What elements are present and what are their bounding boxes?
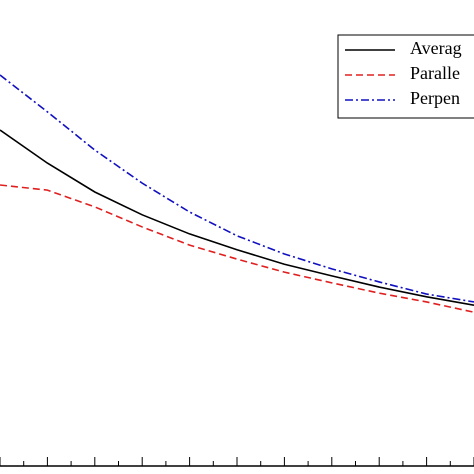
legend-label: Averag xyxy=(410,38,462,58)
line-series xyxy=(0,184,474,314)
legend-box xyxy=(337,34,474,119)
line-series xyxy=(0,74,474,303)
legend-label: Paralle xyxy=(410,63,460,83)
legend-label: Perpen xyxy=(410,88,460,108)
line-series xyxy=(0,129,474,307)
